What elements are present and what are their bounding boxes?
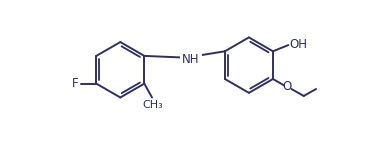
Text: F: F xyxy=(72,77,78,90)
Text: NH: NH xyxy=(182,53,199,66)
Text: CH₃: CH₃ xyxy=(142,100,163,110)
Text: OH: OH xyxy=(290,38,308,51)
Text: O: O xyxy=(282,80,292,93)
